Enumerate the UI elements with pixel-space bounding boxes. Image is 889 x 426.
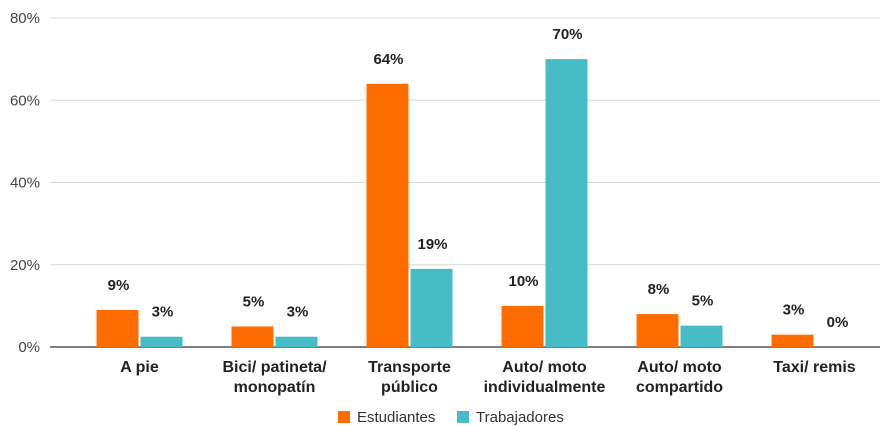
bar-trabajadores	[140, 336, 183, 347]
bar-trabajadores	[545, 59, 588, 347]
bar-trabajadores	[410, 268, 453, 347]
y-tick-label: 0%	[18, 339, 40, 356]
legend-swatch	[338, 411, 350, 423]
data-label: 64%	[373, 51, 403, 68]
x-category-label: Taxi/ remis	[773, 359, 856, 376]
y-tick-label: 60%	[10, 92, 40, 109]
data-label: 5%	[692, 293, 714, 310]
legend-label: Estudiantes	[357, 409, 435, 426]
legend-swatch	[457, 411, 469, 423]
x-category-label: Bici/ patineta/monopatín	[222, 359, 327, 396]
bar-estudiantes	[771, 334, 814, 347]
bar-estudiantes	[231, 326, 274, 347]
x-axis-category-labels: A pie Bici/ patineta/monopatín Transporte p…	[120, 359, 856, 396]
bar-estudiantes	[366, 83, 409, 348]
data-label: 8%	[648, 281, 670, 298]
x-category-label: A pie	[120, 359, 159, 376]
legend: Estudiantes Trabajadores	[338, 409, 564, 426]
data-label: 10%	[508, 273, 538, 290]
bars	[96, 59, 814, 348]
data-label: 5%	[243, 293, 265, 310]
x-category-label: Auto/ moto individualmente	[484, 359, 606, 396]
data-label: 3%	[152, 304, 174, 321]
data-labels: 9% 3% 5% 3% 64% 19% 10% 70% 8% 5% 3% 0%	[108, 26, 849, 331]
data-label: 3%	[783, 302, 805, 319]
data-label: 0%	[827, 314, 849, 331]
data-label: 3%	[287, 304, 309, 321]
bar-estudiantes	[501, 305, 544, 347]
bar-estudiantes	[96, 309, 139, 347]
bar-estudiantes	[636, 314, 679, 347]
x-category-label: Auto/ moto compartido	[636, 359, 723, 396]
bar-trabajadores	[275, 336, 318, 347]
y-axis-tick-labels: 0% 20% 40% 60% 80%	[10, 10, 40, 356]
legend-label: Trabajadores	[476, 409, 564, 426]
x-category-label: Transporte público	[368, 359, 451, 396]
y-tick-label: 80%	[10, 10, 40, 27]
data-label: 19%	[417, 236, 447, 253]
bar-trabajadores	[680, 325, 723, 347]
data-label: 9%	[108, 277, 130, 294]
data-label: 70%	[552, 26, 582, 43]
y-tick-label: 20%	[10, 257, 40, 274]
y-tick-label: 40%	[10, 175, 40, 192]
grid-lines	[50, 17, 880, 348]
